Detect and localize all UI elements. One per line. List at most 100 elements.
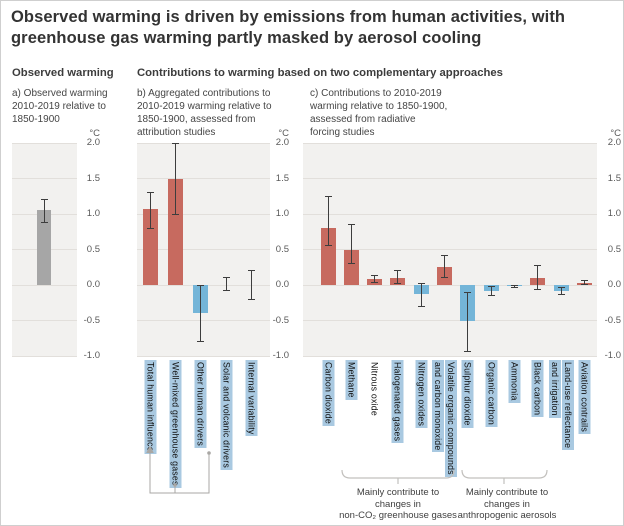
error-bar — [327, 196, 329, 246]
bar-methane — [343, 249, 359, 285]
axis-unit-label: °C — [278, 128, 289, 139]
error-bar-cap — [324, 195, 332, 197]
category-label: Volatile organic compounds and carbon mon… — [432, 360, 457, 477]
error-bar-cap — [171, 142, 179, 144]
category-label: Solar and volcanic drivers — [220, 360, 233, 470]
error-bar — [560, 287, 562, 295]
gridline — [303, 178, 597, 179]
gridline — [12, 284, 77, 286]
axis-tick-label: 2.0 — [607, 137, 621, 148]
axis-tick-label: -1.0 — [83, 350, 100, 361]
gridline — [137, 355, 270, 357]
panel-a-caption: a) Observed warming 2010-2019 relative t… — [12, 88, 108, 125]
error-bar-cap — [463, 291, 471, 293]
axis-unit-label: °C — [89, 128, 100, 139]
error-bar — [225, 277, 227, 291]
axis-tick-label: -0.5 — [83, 314, 100, 326]
category-label: Black carbon — [531, 360, 544, 418]
error-bar — [513, 285, 515, 288]
axis-tick-label: 2.0 — [275, 137, 289, 148]
error-bar — [43, 199, 45, 223]
axis-tick-label: 0.5 — [607, 243, 621, 255]
gridline — [137, 249, 270, 250]
axis-tick-label: 1.0 — [607, 208, 621, 219]
category-label: Methane — [345, 360, 358, 400]
error-bar-cap — [370, 281, 378, 283]
section-heading-contributions: Contributions to warming based on two co… — [137, 67, 503, 79]
gridline — [12, 320, 77, 321]
error-bar — [490, 286, 492, 296]
error-bar-cap — [533, 264, 541, 266]
error-bar-cap — [510, 287, 518, 289]
gridline — [137, 178, 270, 179]
error-bar-cap — [370, 274, 378, 276]
bar-well-mixed-greenhouse-gases — [167, 178, 183, 285]
bar-carbon-dioxide — [320, 228, 336, 285]
error-bar-cap — [247, 270, 255, 272]
error-bar-cap — [347, 263, 355, 265]
axis-tick-label: 2.0 — [86, 137, 100, 148]
gridline — [137, 213, 270, 215]
error-bar-cap — [40, 222, 48, 224]
error-bar-cap — [417, 305, 425, 307]
gridline — [303, 249, 597, 250]
error-bar-cap — [557, 293, 565, 295]
error-bar — [536, 265, 538, 290]
error-bar-cap — [487, 295, 495, 297]
bar-total-human-influence — [142, 209, 158, 285]
gridline — [12, 142, 77, 144]
category-label: Carbon dioxide — [322, 360, 335, 426]
error-bar-cap — [222, 277, 230, 279]
category-label: Ammonia — [508, 360, 521, 403]
brace-caption-non-co2: Mainly contribute to changes in non-CO₂ … — [339, 487, 457, 521]
category-label: Sulphur dioxide — [461, 360, 474, 428]
category-label: Organic carbon — [485, 360, 498, 427]
axis-tick-label: 0.0 — [607, 279, 621, 290]
axis-tick-label: -0.5 — [272, 314, 289, 326]
error-bar — [443, 255, 445, 278]
axis-tick-label: -1.0 — [604, 350, 621, 361]
error-bar — [583, 280, 585, 285]
axis-tick-label: 1.5 — [275, 172, 289, 184]
section-heading-observed-warming: Observed warming — [12, 67, 114, 79]
brace-caption-aerosols: Mainly contribute to changes in anthropo… — [457, 487, 557, 521]
gridline — [12, 178, 77, 179]
error-bar — [174, 143, 176, 214]
error-bar-cap — [393, 283, 401, 285]
error-bar-cap — [324, 245, 332, 247]
error-bar-cap — [393, 270, 401, 272]
gridline — [303, 355, 597, 357]
error-bar — [466, 292, 468, 352]
panel-b-caption: b) Aggregated contributions to 2010-2019… — [137, 88, 272, 138]
category-label: Internal variability — [245, 360, 258, 437]
category-label: Total human influence — [144, 360, 157, 454]
category-label: Nitrous oxide — [369, 362, 380, 416]
axis-tick-label: 1.5 — [86, 172, 100, 184]
error-bar — [250, 270, 252, 300]
category-label: Nitrogen oxides — [415, 360, 428, 429]
error-bar-cap — [417, 283, 425, 285]
error-bar-cap — [222, 290, 230, 292]
category-label: Well-mixed greenhouse gases — [169, 360, 182, 488]
gridline — [303, 142, 597, 144]
error-bar-cap — [440, 277, 448, 279]
axis-tick-label: 1.5 — [607, 172, 621, 184]
axis-tick-label: 1.0 — [86, 208, 100, 219]
error-bar — [373, 275, 375, 283]
category-label: Aviation contrails — [578, 360, 591, 434]
error-bar-cap — [580, 283, 588, 285]
panel-c-caption: c) Contributions to 2010-2019 warming re… — [310, 88, 448, 138]
gridline — [303, 320, 597, 321]
error-bar-cap — [533, 289, 541, 291]
category-label: Halogenated gases — [391, 360, 404, 444]
error-bar — [396, 270, 398, 284]
axis-tick-label: -1.0 — [272, 350, 289, 361]
axis-tick-label: 1.0 — [275, 208, 289, 219]
axis-tick-label: 0.5 — [86, 243, 100, 255]
error-bar-cap — [171, 213, 179, 215]
category-label: Land-use reflectance and irrigation — [549, 360, 574, 451]
axis-tick-label: 0.5 — [275, 243, 289, 255]
bar-observed-warming — [37, 209, 51, 285]
error-bar-cap — [440, 254, 448, 256]
